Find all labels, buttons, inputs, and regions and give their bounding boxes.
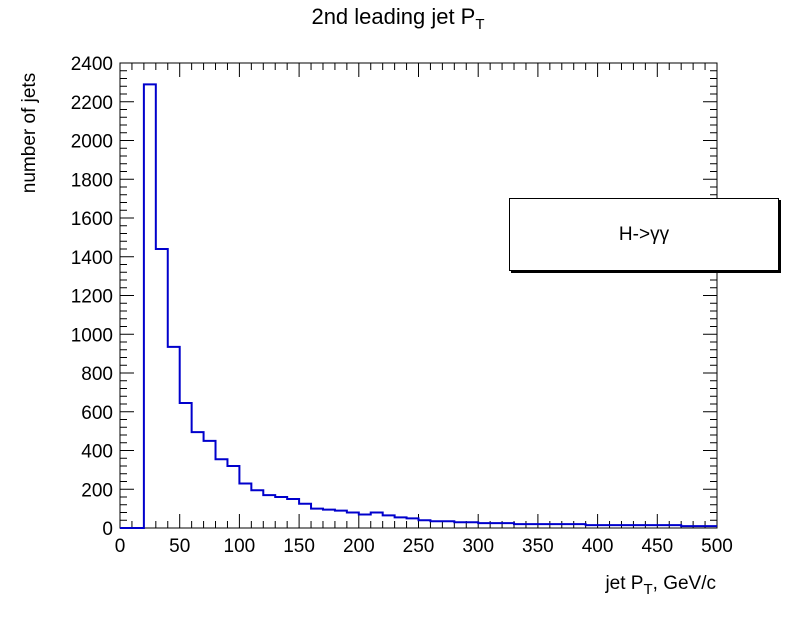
histogram-bin <box>574 524 586 528</box>
histogram-bin <box>227 466 239 528</box>
histogram-bin <box>216 459 228 528</box>
x-tick-label: 150 <box>283 536 315 557</box>
histogram-bin <box>180 403 192 528</box>
histogram-bin <box>693 526 705 528</box>
x-tick-label: 100 <box>224 536 256 557</box>
y-tick-label: 2000 <box>71 132 113 153</box>
y-tick-label: 800 <box>81 364 113 385</box>
histogram-bin <box>419 520 431 528</box>
histogram-bin <box>168 347 180 528</box>
histogram-bin <box>275 497 287 528</box>
histogram-bin <box>454 522 466 528</box>
histogram-bin <box>299 504 311 528</box>
chart-title: 2nd leading jet PT <box>311 4 485 33</box>
histogram-bin <box>156 249 168 528</box>
histogram-bin <box>371 513 383 529</box>
x-axis-label: jet PT, GeV/c <box>605 573 716 598</box>
y-tick-label: 2400 <box>71 54 113 75</box>
histogram-bin <box>335 511 347 528</box>
histogram-bin <box>478 523 490 528</box>
x-tick-label: 350 <box>522 536 554 557</box>
histogram-bin <box>657 525 669 528</box>
histogram-bin <box>323 510 335 528</box>
histogram-bin <box>681 526 693 528</box>
y-tick-label: 1400 <box>71 248 113 269</box>
y-tick-label: 1200 <box>71 287 113 308</box>
x-tick-label: 500 <box>701 536 733 557</box>
y-tick-label: 400 <box>81 442 113 463</box>
x-tick-label: 200 <box>343 536 375 557</box>
y-tick-label: 2200 <box>71 93 113 114</box>
histogram-bin <box>621 525 633 528</box>
x-tick-label: 300 <box>462 536 494 557</box>
histogram-bin <box>347 513 359 529</box>
x-tick-label: 50 <box>169 536 190 557</box>
histogram-bin <box>562 524 574 528</box>
histogram-bin <box>705 526 717 528</box>
x-tick-label: 250 <box>403 536 435 557</box>
histogram-bin <box>526 524 538 528</box>
histogram-bin <box>239 483 251 528</box>
histogram-bin <box>383 515 395 528</box>
y-tick-label: 600 <box>81 403 113 424</box>
histogram-bin <box>204 441 216 528</box>
histogram-bin <box>538 524 550 528</box>
histogram-bin <box>669 525 681 528</box>
histogram-bin <box>430 521 442 528</box>
histogram-bin <box>407 518 419 528</box>
histogram-bin <box>144 84 156 528</box>
histogram-bin <box>466 522 478 528</box>
histogram-bin <box>263 495 275 528</box>
y-tick-label: 200 <box>81 480 113 501</box>
x-tick-label: 0 <box>115 536 126 557</box>
histogram-bin <box>251 490 263 528</box>
histogram-bin <box>502 523 514 528</box>
y-tick-label: 1000 <box>71 325 113 346</box>
y-tick-label: 0 <box>102 519 113 540</box>
histogram-bin <box>442 521 454 528</box>
histogram-bin <box>359 514 371 528</box>
histogram-bin <box>287 499 299 528</box>
histogram-bin <box>645 525 657 528</box>
histogram-bin <box>586 525 598 528</box>
histogram-bin <box>395 517 407 528</box>
y-tick-label: 1800 <box>71 170 113 191</box>
x-tick-label: 400 <box>582 536 614 557</box>
histogram-bin <box>633 525 645 528</box>
histogram-bin <box>610 525 622 528</box>
histogram-bin <box>550 524 562 528</box>
legend-label: H->γγ <box>618 223 670 245</box>
histogram-bin <box>514 524 526 528</box>
histogram-bin <box>192 432 204 528</box>
histogram-bin <box>598 525 610 528</box>
histogram-bin <box>490 523 502 528</box>
histogram-line <box>120 83 717 529</box>
y-tick-label: 1600 <box>71 209 113 230</box>
histogram-bin <box>311 509 323 528</box>
x-tick-label: 450 <box>641 536 673 557</box>
legend: H->γγ <box>509 198 779 271</box>
